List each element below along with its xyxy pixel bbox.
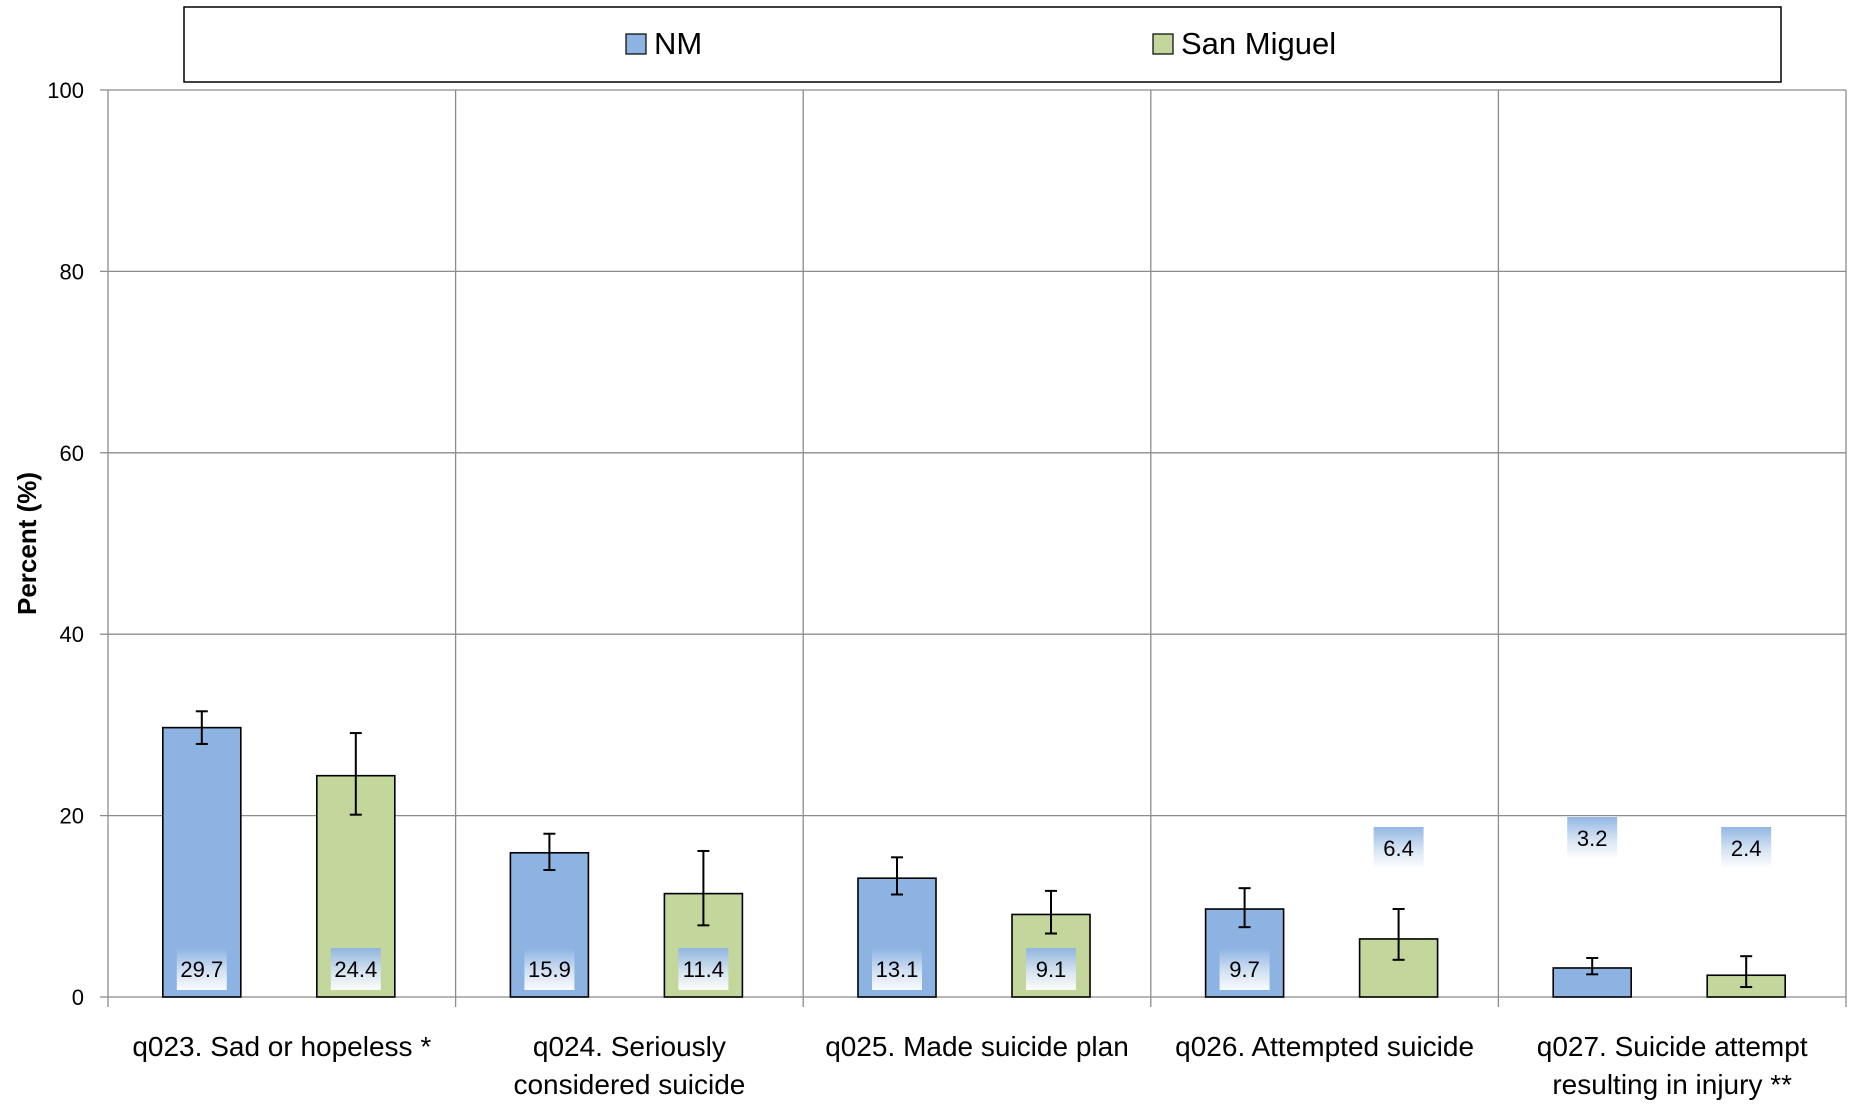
data-label-bg-1-2 — [1026, 948, 1076, 990]
y-tick-label-3: 60 — [60, 441, 84, 466]
data-label-bg-1-4 — [1721, 827, 1772, 869]
data-label-1-1: 11.4 — [683, 957, 724, 982]
y-tick-label-2: 40 — [60, 622, 84, 647]
legend-swatch-1 — [1152, 33, 1174, 55]
category-label-4-1: resulting in injury ** — [1552, 1069, 1792, 1100]
category-label-1-0: q024. Seriously — [533, 1031, 726, 1062]
legend-swatch-0 — [625, 33, 647, 55]
legend-box — [183, 6, 1782, 83]
data-label-bg-0-4 — [1567, 817, 1618, 859]
y-axis-title: Percent (%) — [12, 472, 42, 615]
data-label-0-0: 29.7 — [180, 957, 223, 982]
data-label-bg-1-1 — [678, 948, 729, 990]
data-label-bg-1-0 — [330, 948, 381, 990]
category-label-4-0: q027. Suicide attempt — [1537, 1031, 1808, 1062]
y-tick-label-1: 20 — [60, 804, 84, 829]
data-label-0-1: 15.9 — [528, 957, 571, 982]
data-label-0-3: 9.7 — [1229, 957, 1260, 982]
data-label-1-0: 24.4 — [334, 957, 377, 982]
category-label-3-0: q026. Attempted suicide — [1175, 1031, 1474, 1062]
data-label-0-2: 13.1 — [876, 957, 919, 982]
category-label-2-0: q025. Made suicide plan — [825, 1031, 1129, 1062]
data-label-1-2: 9.1 — [1036, 957, 1067, 982]
category-label-0-0: q023. Sad or hopeless * — [132, 1031, 431, 1062]
data-label-1-4: 2.4 — [1731, 836, 1762, 861]
bars — [162, 710, 1786, 998]
grid — [107, 89, 1847, 1007]
axes: 0 20 40 60 80 100 Percent (%) q023. Sad or hope… — [12, 78, 1808, 1100]
data-label-bg-0-0 — [176, 948, 227, 990]
data-label-1-3: 6.4 — [1383, 836, 1414, 861]
y-tick-label-5: 100 — [47, 78, 84, 103]
data-label-bg-0-2 — [872, 948, 922, 990]
data-label-bg-0-1 — [524, 948, 575, 990]
y-tick-label-0: 0 — [72, 985, 84, 1010]
legend-label-1: San Miguel — [1181, 26, 1336, 61]
data-label-0-4: 3.2 — [1577, 826, 1608, 851]
category-label-1-1: considered suicide — [513, 1069, 745, 1100]
data-labels: 29.7 15.9 13.1 9.7 3.2 24.4 11.4 9.1 6.4 2.4 — [176, 817, 1772, 990]
legend-label-0: NM — [654, 26, 702, 61]
y-tick-label-4: 80 — [60, 259, 84, 284]
data-label-bg-1-3 — [1373, 827, 1424, 869]
legend: NM San Miguel — [183, 6, 1782, 83]
data-label-bg-0-3 — [1219, 948, 1270, 990]
